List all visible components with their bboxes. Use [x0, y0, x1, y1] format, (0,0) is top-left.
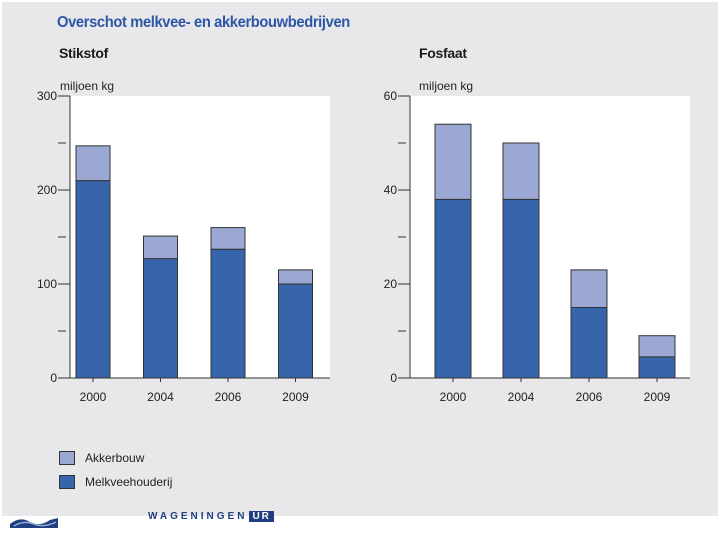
bar-melkveehouderij-2006	[570, 307, 608, 379]
bar-akkerbouw-2009	[278, 269, 313, 285]
legend-item-akkerbouw: Akkerbouw	[59, 451, 144, 465]
y-unit-label-fosfaat: miljoen kg	[419, 79, 474, 93]
y-tick-label: 200	[37, 183, 57, 197]
bar-melkveehouderij-2004	[502, 198, 540, 379]
x-tick-label-2004: 2004	[508, 390, 535, 404]
y-tick-label: 60	[384, 89, 398, 103]
legend-item-melkveehouderij: Melkveehouderij	[59, 475, 172, 489]
bar-melkveehouderij-2000	[434, 198, 472, 379]
bar-akkerbouw-2004	[143, 235, 178, 260]
legend-label-akkerbouw: Akkerbouw	[85, 451, 145, 465]
x-tick-label-2009: 2009	[644, 390, 671, 404]
x-tick-label-2006: 2006	[576, 390, 603, 404]
x-tick-label-2004: 2004	[147, 390, 174, 404]
legend-swatch-akkerbouw	[59, 451, 75, 465]
y-unit-label-stikstof: miljoen kg	[60, 79, 115, 93]
x-tick-label-2000: 2000	[440, 390, 467, 404]
y-tick-label: 100	[37, 277, 57, 291]
bar-melkveehouderij-2004	[143, 258, 178, 379]
y-tick-label: 0	[390, 371, 397, 385]
y-tick-label: 0	[50, 371, 57, 385]
bar-akkerbouw-2006	[210, 227, 246, 250]
bar-akkerbouw-2006	[570, 269, 608, 308]
bar-akkerbouw-2009	[638, 335, 676, 358]
bar-melkveehouderij-2009	[638, 356, 676, 379]
bar-melkveehouderij-2000	[75, 180, 111, 379]
bar-melkveehouderij-2006	[210, 248, 246, 379]
legend-label-melkveehouderij: Melkveehouderij	[85, 475, 173, 489]
chart-title-fosfaat: Fosfaat	[419, 45, 467, 61]
wageningen-logo-icon	[10, 518, 58, 528]
x-tick-label-2000: 2000	[80, 390, 107, 404]
wordmark-text: WAGENINGEN	[148, 511, 248, 522]
y-tick-label: 20	[384, 277, 398, 291]
x-tick-label-2006: 2006	[215, 390, 242, 404]
wordmark-suffix: UR	[249, 511, 274, 522]
bar-akkerbouw-2000	[434, 123, 472, 200]
chart-title-stikstof: Stikstof	[59, 45, 108, 61]
y-tick-label: 300	[37, 89, 57, 103]
wageningen-wordmark: WAGENINGEN UR	[148, 511, 274, 522]
x-tick-label-2009: 2009	[282, 390, 309, 404]
y-tick-label: 40	[384, 183, 398, 197]
page-title: Overschot melkvee- en akkerbouwbedrijven	[57, 14, 350, 31]
legend-swatch-melkveehouderij	[59, 475, 75, 489]
bar-akkerbouw-2000	[75, 145, 111, 182]
bar-akkerbouw-2004	[502, 142, 540, 200]
